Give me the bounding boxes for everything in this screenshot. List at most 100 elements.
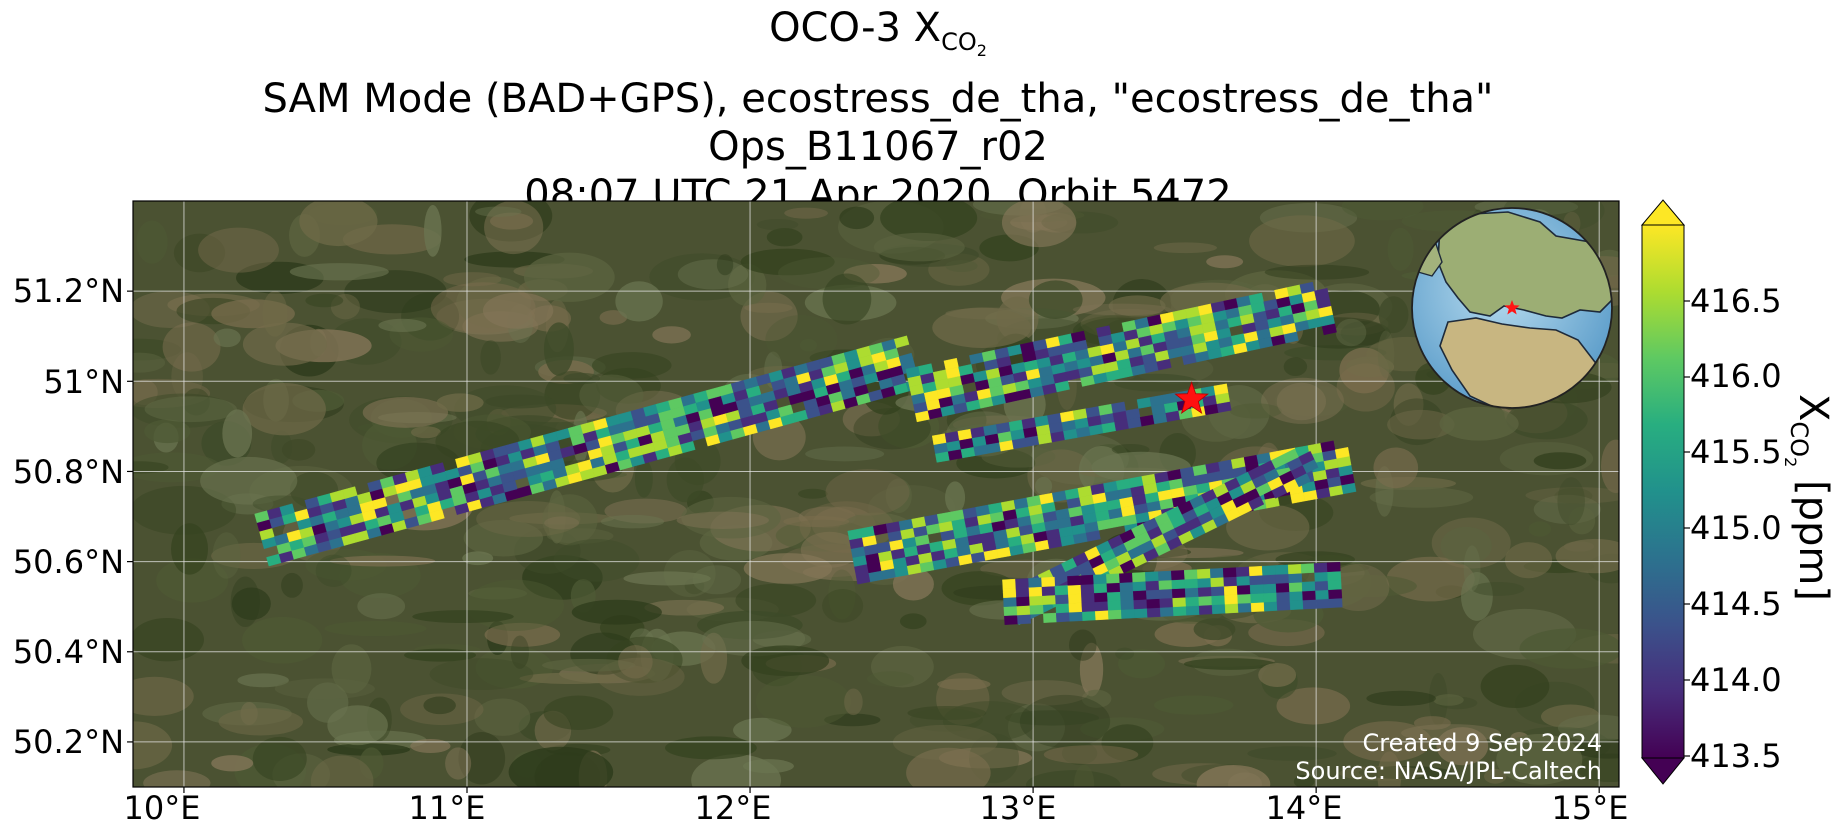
terrain-patch <box>1480 664 1550 709</box>
xco2-footprint <box>1106 573 1121 584</box>
terrain-patch <box>485 394 555 409</box>
terrain-patch <box>728 263 767 307</box>
terrain-patch <box>1276 382 1327 421</box>
xco2-footprint <box>1315 598 1330 609</box>
terrain-patch <box>800 531 859 568</box>
xco2-footprint <box>1016 596 1031 607</box>
terrain-patch <box>281 438 316 461</box>
terrain-patch <box>1028 280 1083 319</box>
terrain-patch <box>271 430 293 464</box>
xco2-footprint <box>1288 581 1303 593</box>
terrain-patch <box>822 588 864 623</box>
terrain-patch <box>1563 541 1595 552</box>
terrain-patch <box>133 676 194 716</box>
terrain-patch <box>1247 746 1337 761</box>
terrain-patch <box>136 220 168 264</box>
xco2-footprint <box>1094 592 1108 603</box>
xco2-footprint <box>1111 401 1126 414</box>
terrain-patch <box>1433 694 1464 706</box>
terrain-patch <box>1413 716 1451 730</box>
globe-europe-shape <box>1437 211 1612 319</box>
terrain-patch <box>484 622 561 647</box>
xco2-soundings <box>254 281 1357 625</box>
terrain-patch <box>1496 734 1583 785</box>
terrain-patch <box>824 713 881 727</box>
terrain-patch <box>1072 303 1172 316</box>
terrain-patch <box>211 299 295 329</box>
terrain-patch <box>173 233 226 273</box>
terrain-patch <box>1339 765 1427 781</box>
terrain-patch <box>666 457 704 503</box>
terrain-patch <box>242 322 327 366</box>
terrain-patch <box>716 254 734 276</box>
terrain-patch <box>281 572 303 598</box>
terrain-patch <box>262 290 288 337</box>
terrain-patch <box>1366 690 1436 706</box>
xco2-footprint <box>1248 565 1263 577</box>
terrain-patch <box>880 201 978 242</box>
x-tick-label: 14°E <box>1265 789 1343 827</box>
terrain-patch <box>1439 406 1519 441</box>
terrain-patch <box>741 645 830 677</box>
terrain-patch <box>305 293 344 308</box>
terrain-patch <box>1335 318 1367 347</box>
target-star-icon <box>1174 381 1209 415</box>
xco2-footprint <box>1144 571 1159 582</box>
terrain-patch <box>1153 242 1217 254</box>
terrain-patch <box>733 717 792 743</box>
terrain-patch <box>242 383 326 436</box>
terrain-patch <box>212 532 241 579</box>
xco2-footprint <box>1263 592 1278 603</box>
xco2-footprint <box>1224 594 1239 605</box>
terrain-patch <box>1069 629 1097 661</box>
xco2-footprint <box>1184 578 1199 589</box>
terrain-patch <box>1387 409 1455 440</box>
xco2-footprint <box>1275 582 1290 593</box>
terrain-patch <box>1600 439 1619 494</box>
created-credit: Created 9 Sep 2024 <box>1362 729 1602 757</box>
terrain-patch <box>1081 689 1112 708</box>
xco2-footprint <box>342 486 358 499</box>
xco2-footprint <box>1213 383 1229 396</box>
terrain-patch <box>885 478 912 514</box>
terrain-patch <box>329 555 436 567</box>
terrain-patch <box>844 688 863 716</box>
terrain-patch <box>892 567 934 601</box>
terrain-patch <box>1193 618 1236 641</box>
xco2-footprint <box>893 335 910 349</box>
terrain-patch <box>542 494 598 546</box>
terrain-patch <box>1249 215 1355 267</box>
terrain-patch <box>274 678 375 700</box>
xco2-footprint <box>1070 330 1086 343</box>
terrain-patch <box>1001 680 1089 706</box>
terrain-patch <box>664 736 757 760</box>
terrain-patch <box>735 583 817 618</box>
xco2-footprint <box>1248 292 1264 305</box>
terrain-patch <box>252 495 310 513</box>
terrain-patch <box>579 374 644 416</box>
xco2-footprint <box>1298 450 1315 466</box>
axis-ticks <box>127 290 1600 793</box>
terrain-patch <box>822 273 872 325</box>
xco2-footprint <box>1068 593 1082 604</box>
xco2-footprint <box>1068 611 1083 622</box>
title-line-2: SAM Mode (BAD+GPS), ecostress_de_tha, "e… <box>262 75 1494 122</box>
terrain-patch <box>828 569 856 620</box>
terrain-patch <box>133 352 166 373</box>
terrain-patch <box>1154 695 1234 715</box>
terrain-patch <box>1229 403 1282 419</box>
xco2-footprint <box>1211 594 1226 606</box>
xco2-footprint <box>1159 597 1174 608</box>
terrain-patch <box>932 307 1032 348</box>
terrain-patch <box>866 671 915 687</box>
terrain-patch <box>571 599 662 625</box>
terrain-patch <box>853 407 931 450</box>
xco2-footprint <box>1041 576 1056 587</box>
terrain-patch <box>1504 542 1553 579</box>
terrain-patch <box>523 252 615 302</box>
xco2-footprint <box>1016 605 1031 616</box>
xco2-footprint <box>1261 565 1276 576</box>
y-tick-label: 50.4°N <box>12 633 124 671</box>
colorbar-label: XCO2 [ppm] <box>1781 394 1836 601</box>
terrain-patch <box>1118 649 1166 679</box>
